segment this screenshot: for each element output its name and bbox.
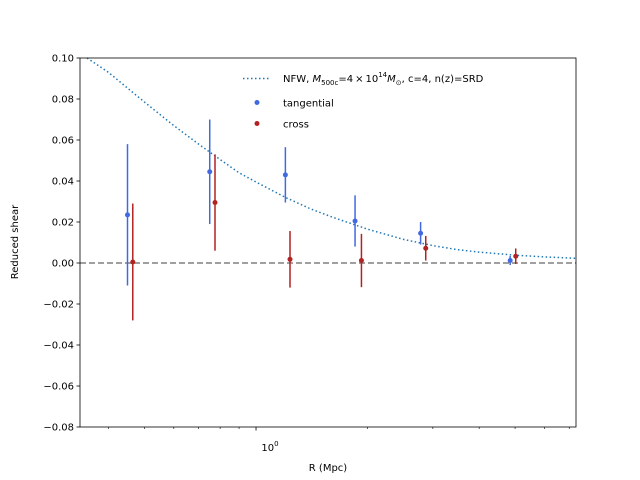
cross-point-2 [287, 256, 293, 262]
plot-background [80, 58, 576, 427]
legend-cross-marker [254, 121, 260, 126]
y-tick-label-7: 0.06 [52, 136, 74, 147]
legend-model-m-sub: 500c [321, 79, 338, 87]
legend-model-m2: M [387, 74, 396, 85]
tangential-point-4 [418, 230, 424, 236]
y-tick-label-6: 0.04 [52, 177, 74, 188]
cross-point-4 [423, 245, 429, 251]
y-tick-label-3: −0.02 [43, 300, 74, 311]
nfw-model-line [86, 57, 577, 260]
y-tick-label-8: 0.08 [52, 95, 74, 106]
legend-tangential-label: tangential [283, 99, 334, 110]
x-axis-label: R (Mpc) [309, 463, 348, 474]
legend-tangential-marker [254, 100, 260, 105]
y-axis-ticks: −0.08 −0.06 −0.04 −0.02 0.00 0.02 0.04 0.06 0.08… [43, 54, 80, 434]
legend-model-mid: =4 × 10 [338, 74, 378, 85]
tangential-point-0 [125, 212, 131, 218]
plot-frame [79, 57, 577, 428]
y-tick-label-0: −0.08 [43, 423, 74, 434]
legend-model-m: M [312, 74, 321, 85]
x-axis-ticks [108, 427, 570, 431]
legend-model-suffix: , c=4, n(z)=SRD [402, 74, 484, 85]
legend: NFW, M500c=4 × 1014M⊙, c=4, n(z)=SRD tan… [243, 71, 484, 131]
y-tick-label-5: 0.02 [52, 218, 74, 229]
legend-model-exp: 14 [378, 71, 387, 79]
legend-model-label: NFW, M500c=4 × 1014M⊙, c=4, n(z)=SRD [283, 71, 484, 87]
y-tick-label-1: −0.06 [43, 382, 74, 393]
cross-point-3 [358, 258, 364, 264]
legend-cross-label: cross [283, 120, 309, 131]
y-tick-label-4: 0.00 [52, 259, 74, 270]
tangential-point-5 [507, 258, 513, 264]
tangential-point-1 [207, 169, 213, 175]
legend-model-sun: ⊙ [396, 79, 402, 87]
cross-point-0 [130, 259, 136, 265]
tangential-series [125, 119, 513, 286]
y-axis-label: Reduced shear [10, 204, 21, 279]
x-tick-label-1: 100 [261, 440, 278, 454]
y-tick-label-9: 0.10 [52, 54, 74, 65]
cross-point-5 [513, 253, 519, 259]
cross-series [130, 154, 519, 321]
tangential-point-3 [352, 218, 358, 224]
legend-model-prefix: NFW, [283, 74, 312, 85]
cross-point-1 [212, 200, 218, 206]
tangential-point-2 [282, 172, 288, 178]
y-tick-label-2: −0.04 [43, 341, 74, 352]
x-tick-exponent: 0 [274, 440, 278, 448]
x-tick-base: 10 [261, 443, 274, 454]
